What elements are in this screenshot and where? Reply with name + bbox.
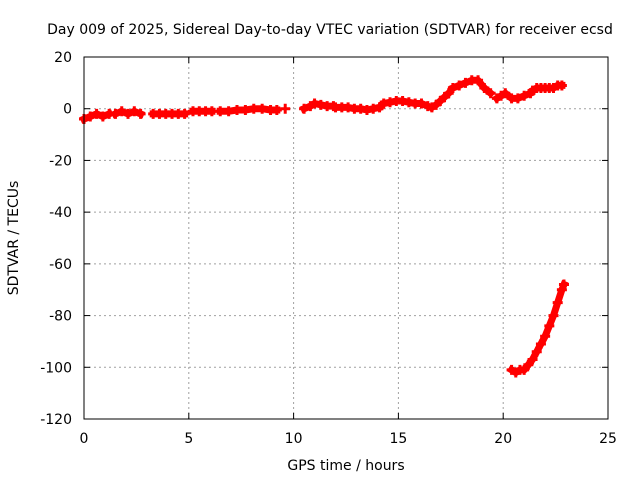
y-tick-label: 20 xyxy=(54,50,72,66)
x-axis-label: GPS time / hours xyxy=(287,458,404,474)
data-point xyxy=(519,90,530,101)
y-axis-label: SDTVAR / TECUs xyxy=(6,181,22,296)
data-point xyxy=(485,88,496,99)
data-point xyxy=(110,108,121,119)
tick-labels: 0 5 10 15 20 25 -120 -100 -80 -60 -40 -20 0 20 xyxy=(40,50,617,447)
x-tick-label: 10 xyxy=(285,431,303,447)
data-point xyxy=(479,83,490,94)
data-point xyxy=(447,83,458,94)
x-tick-label: 25 xyxy=(599,431,617,447)
data-points xyxy=(79,75,569,378)
x-tick-label: 20 xyxy=(494,431,512,447)
data-point xyxy=(91,108,102,119)
data-point xyxy=(558,279,569,290)
data-point xyxy=(473,75,484,86)
y-tick-label: -20 xyxy=(49,153,72,169)
data-point xyxy=(116,106,127,117)
data-point xyxy=(512,93,523,104)
data-point xyxy=(85,111,96,122)
x-tick-label: 0 xyxy=(80,431,89,447)
y-tick-label: -40 xyxy=(49,205,72,221)
data-point xyxy=(248,103,259,114)
data-point xyxy=(271,105,282,116)
data-point xyxy=(527,354,538,365)
data-point xyxy=(129,106,140,117)
data-point xyxy=(135,108,146,119)
data-point xyxy=(552,297,563,308)
data-point xyxy=(215,106,226,117)
data-point xyxy=(535,339,546,350)
y-tick-label: -100 xyxy=(40,360,72,376)
data-point xyxy=(179,108,190,119)
data-point xyxy=(206,106,217,117)
data-point xyxy=(544,320,555,331)
data-point xyxy=(548,310,559,321)
data-point xyxy=(416,98,427,109)
x-tick-label: 5 xyxy=(184,431,193,447)
data-point xyxy=(500,88,511,99)
chart-title: Day 009 of 2025, Sidereal Day-to-day VTE… xyxy=(47,22,613,38)
data-point xyxy=(523,359,534,370)
data-point xyxy=(240,105,251,116)
plot-frame xyxy=(83,56,609,420)
data-point xyxy=(123,108,134,119)
data-point xyxy=(97,111,108,122)
data-point xyxy=(454,80,465,91)
data-point xyxy=(519,364,530,375)
data-point xyxy=(443,88,454,99)
data-point xyxy=(232,105,243,116)
data-point xyxy=(460,77,471,88)
y-tick-label: 0 xyxy=(63,102,72,118)
data-point xyxy=(257,103,268,114)
x-tick-label: 15 xyxy=(389,431,407,447)
data-point xyxy=(280,103,291,114)
tick-marks xyxy=(83,56,609,420)
data-point xyxy=(540,331,551,342)
data-point xyxy=(223,106,234,117)
data-point xyxy=(556,80,567,91)
data-point xyxy=(299,103,310,114)
data-point xyxy=(531,346,542,357)
data-point xyxy=(556,284,567,295)
y-tick-label: -120 xyxy=(40,412,72,428)
y-tick-label: -60 xyxy=(49,257,72,273)
y-tick-label: -80 xyxy=(49,309,72,325)
